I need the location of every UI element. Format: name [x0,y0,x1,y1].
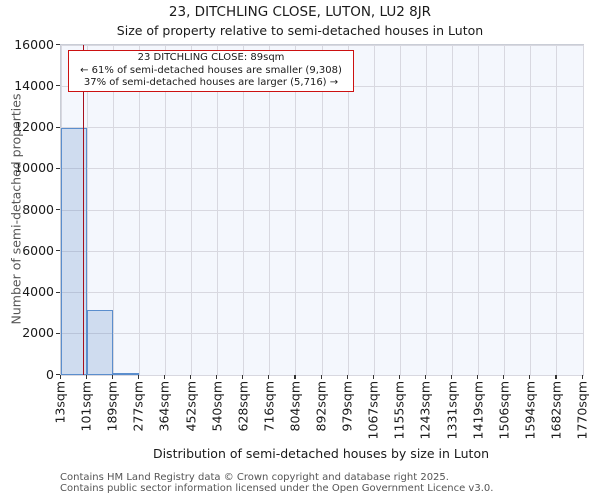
y-axis-tick [56,167,60,169]
gridline-vertical [164,45,166,375]
x-tick-label: 540sqm [209,381,225,432]
x-axis-tick [111,375,113,379]
footer: Contains HM Land Registry data © Crown c… [60,472,494,495]
y-axis-tick [56,209,60,211]
x-axis-tick [137,375,139,379]
gridline-vertical [582,45,584,375]
gridline-vertical [347,45,349,375]
gridline-vertical [556,45,558,375]
x-tick-label: 979sqm [339,381,355,432]
y-tick-label: 8000 [22,201,54,217]
x-tick-label: 1682sqm [548,381,564,440]
x-tick-label: 1594sqm [522,381,538,440]
x-tick-label: 452sqm [183,381,198,432]
annotation-box: 23 DITCHLING CLOSE: 89sqm ← 61% of semi-… [68,50,354,92]
x-axis-tick [529,375,531,379]
x-axis-tick [190,375,192,379]
x-axis-tick [398,375,400,379]
y-axis-tick [56,332,60,334]
x-tick-label: 628sqm [235,381,251,432]
gridline-vertical [504,45,506,375]
x-tick-label: 1243sqm [417,381,433,440]
footer-line-2: Contains public sector information licen… [60,482,494,494]
chart-subtitle: Size of property relative to semi-detach… [116,23,484,38]
gridline-vertical [399,45,401,375]
gridline-vertical [295,45,297,375]
x-axis-tick [294,375,296,379]
gridline-vertical [269,45,271,375]
x-tick-label: 277sqm [130,381,146,432]
y-axis-tick [56,291,60,293]
x-tick-label: 364sqm [156,381,172,432]
x-tick-label: 101sqm [78,381,94,432]
gridline-vertical [138,45,140,375]
x-tick-label: 804sqm [287,381,303,432]
gridline-vertical [243,45,245,375]
y-tick-label: 2000 [22,325,54,341]
y-tick-label: 16000 [14,36,54,52]
x-axis-tick [163,375,166,379]
plot-area: 23 DITCHLING CLOSE: 89sqm ← 61% of semi-… [60,44,584,376]
x-tick-label: 1067sqm [365,381,381,440]
gridline-horizontal [61,374,583,376]
x-axis-tick [581,375,583,379]
x-axis-label: Distribution of semi-detached houses by … [152,446,490,461]
y-axis-tick [56,250,60,252]
y-tick-label: 0 [46,366,54,382]
y-tick-label: 12000 [14,119,54,134]
gridline-vertical [217,45,219,375]
x-axis-tick [85,375,87,379]
x-tick-label: 1506sqm [496,381,512,440]
x-tick-label: 1155sqm [391,381,407,440]
x-axis-tick [268,375,270,379]
gridline-vertical [530,45,532,375]
y-tick-label: 14000 [14,77,54,93]
y-axis-label: Number of semi-detached properties [8,93,24,325]
y-axis-tick [56,374,60,376]
x-axis-tick [216,375,218,379]
histogram-bar [87,310,114,375]
x-tick-label: 1419sqm [470,381,486,440]
y-axis-tick [56,85,60,87]
gridline-vertical [191,45,192,375]
histogram-bar [113,372,140,375]
chart-title: 23, DITCHLING CLOSE, LUTON, LU2 8JR [168,4,432,20]
x-axis-tick [242,375,244,379]
x-axis-tick [346,375,348,379]
x-axis-tick [451,375,453,379]
x-axis-tick [59,375,61,379]
x-axis-tick [320,375,322,379]
x-axis-tick [424,375,427,379]
x-tick-label: 892sqm [313,381,329,432]
annotation-line-2: ← 61% of semi-detached houses are smalle… [80,64,342,76]
x-axis-tick [477,375,479,379]
x-tick-label: 13sqm [52,381,68,424]
y-tick-label: 10000 [14,160,54,176]
footer-line-1: Contains HM Land Registry data © Crown c… [60,472,449,483]
annotation-line-1: 23 DITCHLING CLOSE: 89sqm [137,52,285,63]
x-tick-label: 1331sqm [444,381,459,440]
y-tick-label: 4000 [22,284,54,299]
x-axis-tick [555,375,557,379]
y-tick-label: 6000 [22,242,54,258]
x-tick-label: 716sqm [261,381,277,432]
x-axis-tick [503,375,505,379]
gridline-vertical [478,45,480,375]
x-tick-label: 189sqm [104,381,120,432]
gridline-vertical [112,45,114,375]
y-axis-tick [56,126,60,128]
annotation-line-3: 37% of semi-detached houses are larger (… [83,77,339,89]
gridline-vertical [373,45,375,375]
gridline-vertical [452,45,453,375]
gridline-vertical [425,45,427,375]
gridline-vertical [86,45,88,375]
property-size-marker-line [82,45,85,375]
gridline-vertical [321,45,323,375]
y-axis-tick [56,44,60,46]
x-axis-tick [372,375,374,379]
x-tick-label: 1770sqm [574,381,590,440]
